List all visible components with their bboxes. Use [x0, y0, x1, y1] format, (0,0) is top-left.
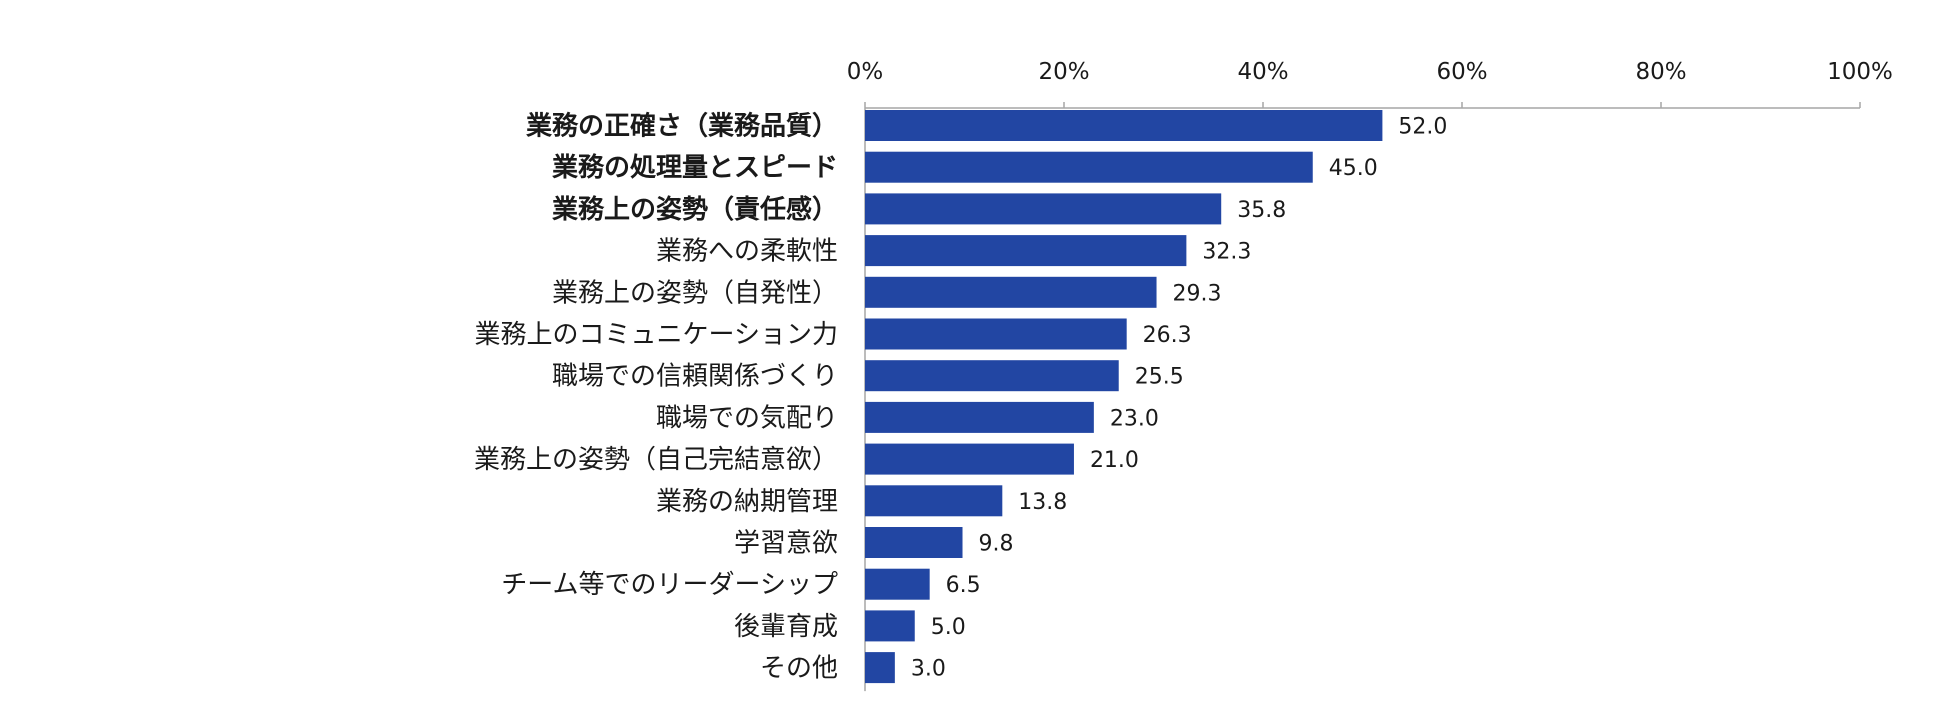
x-tick-label: 0%	[847, 59, 884, 85]
bar	[865, 360, 1119, 392]
bar	[865, 193, 1222, 225]
value-label: 5.0	[931, 615, 966, 640]
bar	[865, 568, 930, 600]
category-label: 業務の正確さ（業務品質）	[526, 111, 838, 142]
bars	[865, 110, 1383, 684]
bar	[865, 610, 915, 642]
bar	[865, 443, 1074, 475]
x-tick-label: 100%	[1827, 59, 1893, 85]
category-label: 職場での気配り	[656, 403, 838, 433]
category-label: 業務上の姿勢（自発性）	[552, 278, 838, 308]
value-label: 26.3	[1143, 323, 1192, 348]
x-tick-label: 40%	[1237, 59, 1288, 85]
value-label: 13.8	[1018, 490, 1067, 515]
bar	[865, 401, 1094, 433]
x-axis: 0% 20% 40% 60% 80% 100%	[847, 59, 1893, 692]
value-label: 21.0	[1090, 448, 1139, 473]
bar	[865, 151, 1313, 183]
value-label: 32.3	[1202, 240, 1251, 265]
bar	[865, 276, 1157, 308]
value-label: 29.3	[1173, 281, 1222, 306]
x-tick-label: 60%	[1436, 59, 1487, 85]
value-label: 52.0	[1398, 115, 1447, 140]
category-label: 業務への柔軟性	[656, 237, 838, 267]
bar	[865, 235, 1187, 267]
category-label: 業務上の姿勢（自己完結意欲）	[474, 445, 838, 475]
bar	[865, 110, 1383, 141]
bar	[865, 318, 1127, 350]
bar	[865, 652, 895, 684]
bar	[865, 485, 1003, 517]
category-label: 業務上のコミュニケーション力	[475, 320, 838, 350]
x-tick-label: 20%	[1038, 59, 1089, 85]
value-label: 23.0	[1110, 406, 1159, 431]
bar	[865, 527, 963, 558]
category-label: 学習意欲	[734, 529, 838, 559]
category-label: 業務の納期管理	[656, 487, 838, 517]
value-label: 35.8	[1237, 198, 1286, 223]
value-label: 25.5	[1135, 365, 1184, 390]
value-labels: 52.0 45.0 35.8 32.3 29.3 26.3 25.5 23.0 21.0 13.8…	[911, 115, 1448, 682]
category-label: 職場での信頼関係づくり	[552, 362, 838, 392]
value-label: 9.8	[979, 532, 1014, 557]
value-label: 45.0	[1329, 156, 1378, 181]
category-label: 後輩育成	[734, 612, 838, 642]
category-label: その他	[760, 654, 838, 684]
x-tick-label: 80%	[1635, 59, 1686, 85]
category-label: 業務の処理量とスピード	[552, 153, 838, 183]
category-label: 業務上の姿勢（責任感）	[552, 195, 838, 225]
value-label: 3.0	[911, 657, 946, 682]
value-label: 6.5	[946, 573, 981, 598]
category-label: チーム等でのリーダーシップ	[501, 570, 838, 600]
